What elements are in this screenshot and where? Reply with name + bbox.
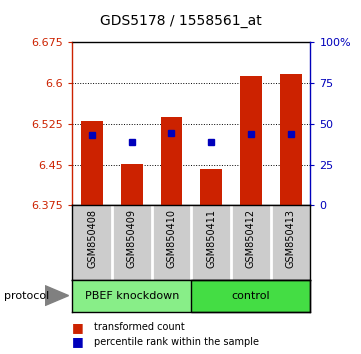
Text: ■: ■ <box>72 335 84 348</box>
Text: control: control <box>232 291 270 301</box>
Bar <box>191 280 310 312</box>
Text: transformed count: transformed count <box>94 322 184 332</box>
Text: protocol: protocol <box>4 291 49 301</box>
Text: GDS5178 / 1558561_at: GDS5178 / 1558561_at <box>100 14 261 28</box>
Text: GSM850411: GSM850411 <box>206 209 216 268</box>
Text: ■: ■ <box>72 321 84 334</box>
Bar <box>200 170 222 205</box>
Text: GSM850413: GSM850413 <box>286 209 296 268</box>
Text: percentile rank within the sample: percentile rank within the sample <box>94 337 259 347</box>
Text: GSM850409: GSM850409 <box>127 209 137 268</box>
Text: PBEF knockdown: PBEF knockdown <box>84 291 179 301</box>
Text: GSM850408: GSM850408 <box>87 209 97 268</box>
Bar <box>81 121 103 205</box>
Text: GSM850410: GSM850410 <box>166 209 177 268</box>
Bar <box>121 164 143 205</box>
Polygon shape <box>45 286 69 306</box>
Bar <box>280 74 301 205</box>
Bar <box>161 117 182 205</box>
Bar <box>240 76 262 205</box>
Text: GSM850412: GSM850412 <box>246 209 256 268</box>
